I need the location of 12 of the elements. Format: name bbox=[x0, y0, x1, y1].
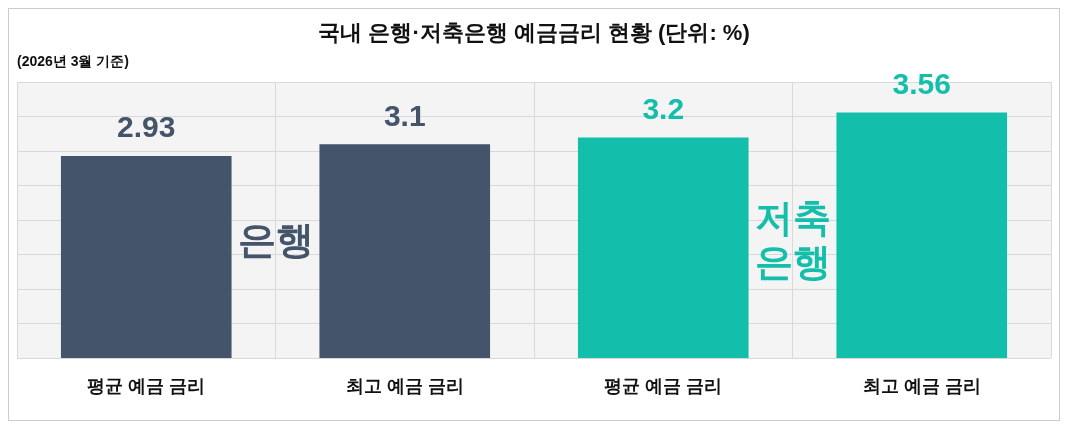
data-label: 3.2 bbox=[642, 91, 685, 125]
annotation: 저축은행 bbox=[754, 196, 831, 283]
x-tick-label: 최고 예금 금리 bbox=[345, 376, 464, 397]
chart-subtitle: (2026년 3월 기준) bbox=[17, 52, 130, 69]
data-label: 2.93 bbox=[117, 110, 176, 144]
data-label: 3.56 bbox=[892, 66, 951, 100]
x-tick-label: 평균 예금 금리 bbox=[87, 376, 206, 397]
x-tick-label: 최고 예금 금리 bbox=[862, 376, 981, 397]
data-label: 3.1 bbox=[383, 98, 426, 132]
annotation: 은행 bbox=[237, 218, 314, 261]
x-tick-label: 평균 예금 금리 bbox=[604, 376, 723, 397]
chart-title: 국내 은행·저축은행 예금금리 현황 (단위: %) bbox=[318, 20, 750, 46]
